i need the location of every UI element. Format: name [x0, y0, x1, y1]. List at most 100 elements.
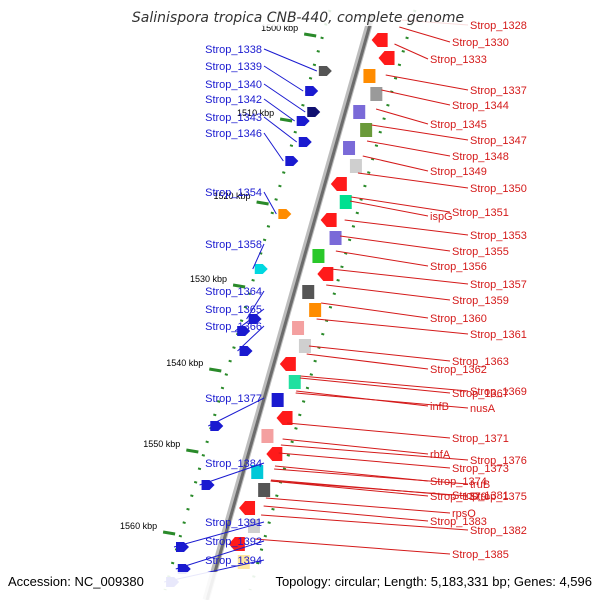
reverse-leader-line — [330, 268, 469, 285]
kbp-tick-mark — [279, 117, 293, 123]
reverse-gene-arrow — [239, 501, 256, 515]
reverse-gene-arrow — [276, 411, 293, 425]
kbp-tick-label: 1560 kbp — [120, 521, 157, 531]
map-title: Salinispora tropica CNB-440, complete ge… — [132, 10, 464, 26]
forward-gene-arrow — [298, 137, 312, 147]
kbp-tick-mark — [162, 530, 176, 536]
reverse-gene-label[interactable]: nusA — [470, 403, 496, 415]
forward-leader-line — [208, 397, 265, 427]
forward-leader-line — [263, 132, 284, 162]
forward-gene-label[interactable]: Strop_1342 — [205, 94, 262, 106]
reverse-gene-label[interactable]: Strop_1369 — [470, 386, 527, 398]
reverse-leader-line — [351, 196, 451, 213]
reverse-gene-label[interactable]: Strop_1356 — [430, 261, 487, 273]
reverse-gene-label[interactable]: Strop_1328 — [470, 20, 527, 32]
forward-gene-label[interactable]: Strop_1346 — [205, 128, 262, 140]
reverse-gene-label[interactable]: Strop_1383 — [430, 516, 487, 528]
reverse-gene-label[interactable]: Strop_1382 — [470, 525, 527, 537]
reverse-leader-line — [385, 74, 469, 91]
reverse-leader-lines — [254, 19, 469, 555]
reverse-gene-block — [247, 519, 260, 533]
reverse-gene-arrow — [228, 537, 245, 551]
forward-gene-label[interactable]: Strop_1358 — [205, 239, 262, 251]
reverse-gene-label[interactable]: rbfA — [430, 449, 451, 461]
reverse-gene-features — [228, 33, 395, 569]
reverse-gene-arrow — [317, 267, 334, 281]
forward-leader-line — [263, 48, 318, 72]
forward-gene-arrow — [285, 156, 299, 166]
reverse-gene-label[interactable]: Strop_1357 — [470, 279, 527, 291]
kbp-tick-label: 1510 kbp — [237, 108, 274, 118]
forward-gene-label[interactable]: Strop_1377 — [205, 393, 262, 405]
forward-gene-arrow — [248, 314, 262, 324]
forward-gene-label[interactable]: Strop_1394 — [205, 555, 262, 567]
reverse-gene-label[interactable]: Strop_1367 — [452, 388, 509, 400]
forward-leader-line — [246, 290, 265, 320]
reverse-gene-block — [363, 69, 376, 83]
reverse-gene-label[interactable]: infB — [430, 401, 449, 413]
reverse-gene-label[interactable]: Strop_1330 — [452, 37, 509, 49]
reverse-gene-label[interactable]: Strop_1348 — [452, 151, 509, 163]
reverse-gene-labels: Strop_1328 Strop_1330 Strop_1333 Strop_1337… — [430, 20, 527, 561]
reverse-gene-label[interactable]: Strop_1347 — [470, 135, 527, 147]
reverse-gene-block — [360, 123, 373, 137]
reverse-gene-block — [302, 285, 315, 299]
reverse-gene-label[interactable]: Strop_1351 — [452, 207, 509, 219]
forward-leader-line — [263, 98, 295, 122]
reverse-gene-arrow — [330, 177, 347, 191]
reverse-leader-line — [278, 452, 451, 469]
forward-gene-arrow — [237, 326, 251, 336]
forward-gene-label[interactable]: Strop_1366 — [205, 321, 262, 333]
reverse-gene-label[interactable]: Strop_1362 — [430, 364, 487, 376]
reverse-gene-block — [309, 303, 322, 317]
forward-gene-label[interactable]: Strop_1391 — [205, 517, 262, 529]
reverse-gene-label[interactable]: Strop_1379 — [430, 491, 487, 503]
forward-gene-label[interactable]: Strop_1384 — [205, 458, 262, 470]
reverse-gene-block — [288, 375, 301, 389]
reverse-gene-label[interactable]: Strop_1345 — [430, 119, 487, 131]
reverse-gene-label[interactable]: rpsO — [452, 508, 476, 520]
forward-gene-label[interactable]: Strop_1354 — [205, 187, 262, 199]
reverse-gene-label[interactable]: Strop_1381 — [452, 490, 509, 502]
forward-gene-arrow — [210, 421, 224, 431]
kbp-tick-label: 1520 kbp — [214, 191, 251, 201]
reverse-leader-line — [375, 108, 429, 125]
kbp-tick-mark — [303, 32, 317, 38]
reverse-gene-label[interactable]: Strop_1376 — [470, 455, 527, 467]
forward-gene-label[interactable]: Strop_1392 — [205, 536, 262, 548]
forward-gene-label[interactable]: Strop_1365 — [205, 304, 262, 316]
reverse-gene-label[interactable]: Strop_1349 — [430, 166, 487, 178]
reverse-gene-label[interactable]: Strop_1333 — [430, 54, 487, 66]
forward-leader-line — [237, 325, 265, 352]
reverse-gene-label[interactable]: ispG — [430, 211, 453, 223]
forward-gene-label[interactable]: Strop_1340 — [205, 79, 262, 91]
reverse-gene-label[interactable]: Strop_1360 — [430, 313, 487, 325]
reverse-gene-label[interactable]: Strop_1350 — [470, 183, 527, 195]
reverse-gene-label[interactable]: Strop_1359 — [452, 295, 509, 307]
reverse-gene-label[interactable]: Strop_1337 — [470, 85, 527, 97]
reverse-gene-label[interactable]: Strop_1374 — [430, 476, 487, 488]
reverse-gene-block — [258, 483, 271, 497]
forward-gene-arrow — [305, 86, 319, 96]
reverse-gene-label[interactable]: truB — [470, 479, 490, 491]
forward-gene-label[interactable]: Strop_1339 — [205, 61, 262, 73]
reverse-gene-label[interactable]: Strop_1355 — [452, 246, 509, 258]
reverse-gene-label[interactable]: Strop_1353 — [470, 230, 527, 242]
forward-gene-arrow — [318, 66, 332, 76]
reverse-gene-label[interactable]: Strop_1375 — [470, 491, 527, 503]
reverse-leader-line — [340, 235, 451, 252]
reverse-gene-label[interactable]: Strop_1344 — [452, 100, 509, 112]
forward-leader-line — [263, 65, 304, 92]
reverse-gene-label[interactable]: Strop_1363 — [452, 356, 509, 368]
reverse-gene-label[interactable]: Strop_1371 — [452, 433, 509, 445]
reverse-gene-block — [339, 195, 352, 209]
forward-gene-label[interactable]: Strop_1364 — [205, 286, 262, 298]
reverse-leader-line — [265, 497, 451, 514]
forward-gene-label[interactable]: Strop_1343 — [205, 112, 262, 124]
forward-gene-label[interactable]: Strop_1338 — [205, 44, 262, 56]
reverse-gene-label[interactable]: Strop_1373 — [452, 463, 509, 475]
reverse-gene-label[interactable]: Strop_1361 — [470, 329, 527, 341]
forward-leader-line — [263, 116, 298, 143]
reverse-gene-arrow — [371, 33, 388, 47]
reverse-gene-label[interactable]: Strop_1385 — [452, 549, 509, 561]
